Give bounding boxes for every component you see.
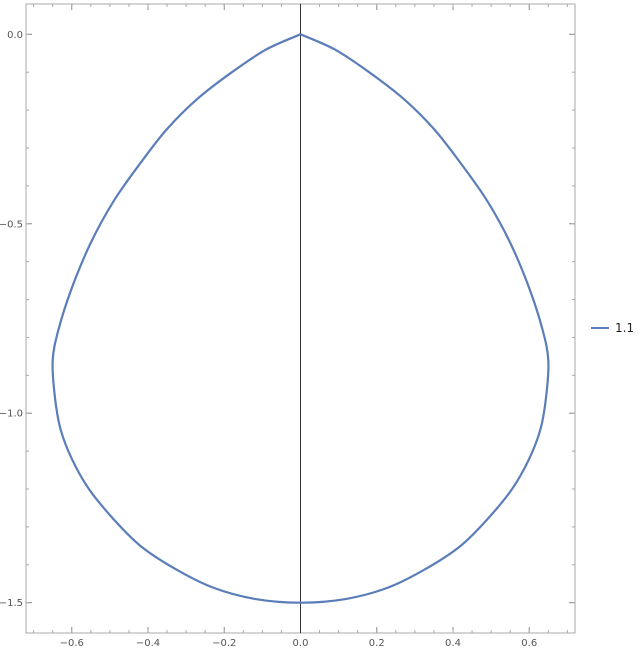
x-tick-label: −0.6: [60, 638, 84, 649]
y-tick-label: −1.5: [0, 598, 23, 609]
x-tick-label: 0.0: [293, 638, 309, 649]
legend: 1.1: [591, 321, 634, 335]
x-tick-label: −0.4: [136, 638, 160, 649]
ticks: −0.6 −0.4 −0.2 0.0 0.2 0.4 0.6 0.0 −0.5 −1.0 −1.5: [0, 4, 575, 649]
series-line: [51, 33, 550, 604]
legend-label: 1.1: [615, 321, 634, 335]
x-tick-label: 0.2: [369, 638, 385, 649]
x-tick-label: 0.6: [521, 638, 537, 649]
x-tick-label: −0.2: [212, 638, 236, 649]
y-tick-label: −0.5: [0, 219, 23, 230]
x-tick-label: 0.4: [445, 638, 461, 649]
y-tick-label: −1.0: [0, 409, 23, 420]
y-tick-label: 0.0: [7, 30, 23, 41]
